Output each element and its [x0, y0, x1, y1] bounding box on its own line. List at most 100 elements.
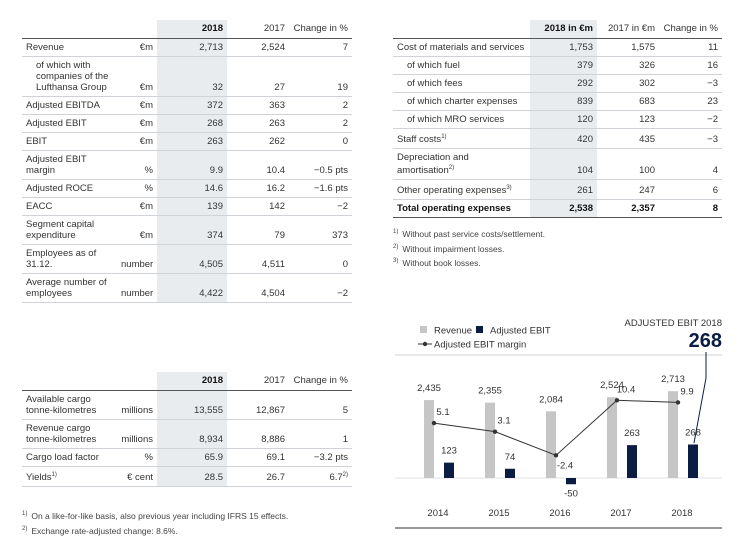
value: 120	[577, 114, 593, 125]
unit: €m	[117, 38, 157, 57]
data-label: 263	[624, 428, 640, 439]
value: 11	[708, 42, 718, 53]
table-row: EBIT €m 263 262 0	[22, 132, 352, 151]
revenue-bar	[668, 391, 678, 478]
ebit-bar	[627, 445, 637, 478]
data-label: 268	[685, 428, 701, 439]
x-tick-label: 2017	[610, 508, 631, 519]
value-cell: 326	[597, 56, 659, 75]
leader-line	[693, 352, 707, 444]
table-expenses: 2018 in €m 2017 in €m Change in % Cost of m…	[393, 20, 722, 218]
label-text: Average number of employees	[26, 277, 107, 299]
value: 9.9	[209, 165, 223, 176]
chart-title: ADJUSTED EBIT 2018	[624, 318, 722, 329]
value: 268	[207, 118, 223, 129]
table-row: Total operating expenses 2,538 2,357 8	[393, 199, 722, 218]
header-cell	[22, 20, 117, 39]
label-text: of which with companies of the Lufthansa…	[36, 60, 109, 93]
value: 23	[707, 96, 718, 107]
header-row: 2018 2017 Change in %	[22, 372, 352, 391]
row-label: of which with companies of the Lufthansa…	[22, 56, 117, 97]
value: 326	[639, 60, 655, 71]
row-label: of which fuel	[393, 56, 530, 75]
value: 262	[269, 136, 285, 147]
value-cell: 16.2	[227, 179, 289, 198]
label-text: of which MRO services	[407, 114, 505, 125]
footnote-mark: 1)	[22, 511, 28, 517]
column-header: Change in %	[289, 20, 352, 39]
value-cell: 12,867	[227, 390, 289, 420]
value: 8,934	[199, 434, 223, 445]
table-kpi: 2018 2017 Change in % Revenue €m 2,713 2,524 7 o…	[22, 20, 352, 303]
value-cell: 2	[289, 96, 352, 115]
value: 32	[212, 82, 223, 93]
table-row: Adjusted EBITDA €m 372 363 2	[22, 96, 352, 115]
value: 26.7	[266, 472, 286, 483]
value: −2	[337, 288, 348, 299]
value-cell: 373	[289, 215, 352, 245]
value-cell: −3	[659, 74, 722, 93]
value: 69.1	[266, 452, 286, 463]
x-tick-label: 2016	[549, 508, 570, 519]
value: 14.6	[204, 183, 224, 194]
table-row: of which with companies of the Lufthansa…	[22, 56, 352, 97]
value: 104	[577, 165, 593, 176]
value-cell: 6.72)	[289, 466, 352, 487]
value: 2,538	[569, 203, 593, 214]
value-cell: 16	[659, 56, 722, 75]
label-text: Cargo load factor	[26, 452, 99, 463]
value-cell: 100	[597, 148, 659, 180]
row-label: Revenue cargo tonne-kilometres	[22, 419, 117, 449]
unit: %	[117, 179, 157, 198]
legend-label: Adjusted EBIT margin	[434, 340, 526, 351]
label-text: Yields	[26, 472, 52, 483]
label-text: Adjusted EBIT margin	[26, 154, 87, 176]
value-cell: 262	[227, 132, 289, 151]
margin-point	[675, 400, 681, 405]
value-cell: 4,422	[157, 273, 227, 303]
value: 8,886	[261, 434, 285, 445]
unit: number	[117, 244, 157, 274]
column-header: 2017	[227, 20, 289, 39]
value: 0	[342, 259, 348, 270]
label-text: Revenue	[26, 42, 65, 53]
label-text: Depreciation and amortisation	[397, 152, 469, 176]
value-cell: 11	[659, 38, 722, 57]
margin-point	[431, 420, 437, 426]
label-text: Adjusted EBIT	[26, 118, 87, 129]
unit: millions	[117, 390, 157, 420]
value-cell: 839	[530, 92, 597, 111]
value-cell: −3.2 pts	[289, 448, 352, 467]
table-row: Adjusted EBIT €m 268 263 2	[22, 114, 352, 133]
value-cell: 7	[289, 38, 352, 57]
value-cell: 2	[289, 114, 352, 133]
table-row: of which MRO services 120 123 −2	[393, 110, 722, 129]
unit: %	[117, 150, 157, 180]
value-cell: 8	[659, 199, 722, 218]
row-label: Adjusted EBIT margin	[22, 150, 117, 180]
column-header: 2017	[227, 372, 289, 391]
table-row: Revenue cargo tonne-kilometres millions 8,…	[22, 419, 352, 449]
value: 420	[577, 134, 593, 145]
value-cell: 2,524	[227, 38, 289, 57]
value: 379	[577, 60, 593, 71]
value-cell: 19	[289, 56, 352, 97]
value: 2	[342, 118, 348, 129]
data-label: 10.4	[617, 384, 636, 395]
row-label: Revenue	[22, 38, 117, 57]
value-cell: −2	[289, 197, 352, 216]
value-cell: 4	[659, 148, 722, 180]
value: 4,504	[261, 288, 285, 299]
row-label: Adjusted EBIT	[22, 114, 117, 133]
revenue-bar	[485, 402, 495, 478]
value: −2	[337, 201, 348, 212]
value-cell: 9.9	[157, 150, 227, 180]
label-text: Employees as of 31.12.	[26, 248, 97, 270]
label-text: Total operating expenses	[397, 203, 511, 214]
value: 4	[712, 165, 718, 176]
value-cell: 379	[530, 56, 597, 75]
label-text: Revenue cargo tonne-kilometres	[26, 423, 97, 445]
value: 19	[337, 82, 348, 93]
table-row: Depreciation and amortisation2) 104 100 4	[393, 148, 722, 180]
